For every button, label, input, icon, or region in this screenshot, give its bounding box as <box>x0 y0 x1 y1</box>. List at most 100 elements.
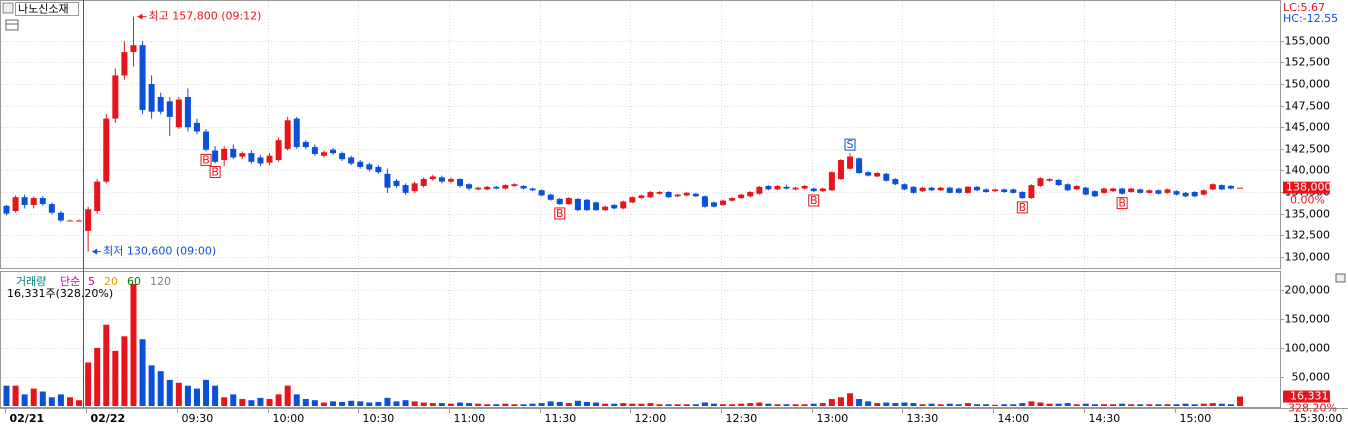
x-tick-label: 12:00 <box>635 412 667 425</box>
x-tick-label: 02/21 <box>10 412 45 425</box>
volume-bar <box>1046 403 1053 406</box>
x-tick-label: 14:30 <box>1089 412 1121 425</box>
volume-bar <box>184 385 191 406</box>
high-note: 최고 157,800 (09:12) <box>148 10 261 23</box>
volume-bar <box>402 400 409 406</box>
volume-bar <box>583 401 590 406</box>
y-tick-label: 150,000 <box>1285 313 1331 326</box>
candle-body <box>1028 185 1035 199</box>
x-tick-label: 12:30 <box>726 412 758 425</box>
candle-body <box>765 185 772 190</box>
signal-label: S <box>847 138 854 151</box>
volume-bar <box>348 400 355 406</box>
volume-bar <box>411 401 418 406</box>
volume-bar <box>293 394 300 406</box>
panel-close[interactable] <box>1335 273 1346 283</box>
low-arrowhead <box>92 248 98 255</box>
candle-body <box>928 187 935 191</box>
candle-body <box>1200 190 1207 195</box>
y-tick-label: 155,000 <box>1285 35 1331 48</box>
volume-bar <box>320 402 327 406</box>
candle-body <box>112 75 119 119</box>
candle-body <box>66 220 73 222</box>
candle-body <box>1182 192 1189 197</box>
candle-body <box>792 187 799 190</box>
candle-body <box>937 187 944 191</box>
signal-label: B <box>211 166 219 179</box>
candle-body <box>348 157 355 164</box>
candle-body <box>293 118 300 148</box>
candle-body <box>819 188 826 192</box>
volume-bar <box>257 397 264 406</box>
x-tick-label: 10:30 <box>363 412 395 425</box>
ma-period: 20 <box>104 275 118 288</box>
candle-body <box>810 188 817 192</box>
ma-period: 5 <box>88 275 95 288</box>
y-tick-label: 142,500 <box>1285 143 1331 156</box>
volume-bar <box>692 404 699 406</box>
volume-bar <box>1200 403 1207 406</box>
signal-box <box>554 207 566 220</box>
volume-bar <box>656 404 663 406</box>
candle-body <box>983 189 990 192</box>
candle-body <box>502 185 509 189</box>
volume-bar <box>729 404 736 406</box>
volume-bar <box>1091 404 1098 406</box>
volume-bar <box>593 402 600 406</box>
volume-bar <box>683 404 690 406</box>
volume-bar <box>819 403 826 406</box>
volume-bar <box>12 385 19 406</box>
price-panel <box>0 0 1281 269</box>
candle-body <box>429 176 436 180</box>
candle-body <box>620 201 627 209</box>
candle-body <box>837 160 844 180</box>
volume-bar <box>973 404 980 406</box>
volume-bar <box>502 403 509 406</box>
candle-body <box>629 197 636 203</box>
candle-body <box>1155 190 1162 194</box>
volume-bar <box>1237 396 1244 406</box>
volume-bar <box>611 403 618 406</box>
candle-body <box>275 140 282 161</box>
candle-body <box>892 179 899 185</box>
volume-bar <box>339 401 346 406</box>
candle-body <box>556 198 563 205</box>
volume-bar <box>801 404 808 406</box>
candle-body <box>674 194 681 197</box>
candle-body <box>593 202 600 211</box>
candle-body <box>1137 189 1144 193</box>
volume-bar <box>384 397 391 406</box>
candle-body <box>30 198 37 205</box>
volume-bar <box>710 403 717 406</box>
candle-body <box>1100 188 1107 193</box>
volume-bar <box>330 401 337 406</box>
candle-body <box>148 84 155 112</box>
x-tick-label: 10:00 <box>273 412 305 425</box>
volume-bar <box>94 347 101 406</box>
table-icon[interactable] <box>5 19 19 31</box>
volume-bar <box>937 404 944 406</box>
candle-body <box>565 198 572 205</box>
candle-body <box>139 45 146 110</box>
volume-bar <box>1182 403 1189 406</box>
candle-body <box>1010 189 1017 193</box>
candle-body <box>1046 179 1053 181</box>
volume-bar <box>1028 401 1035 406</box>
volume-bar <box>1037 402 1044 406</box>
candle-body <box>865 172 872 176</box>
volume-bar <box>1173 404 1180 406</box>
panel-checkbox[interactable] <box>2 2 14 14</box>
volume-bar <box>357 401 364 406</box>
x-tick-label: 13:00 <box>817 412 849 425</box>
volume-bar <box>157 371 164 406</box>
candle-body <box>901 184 908 190</box>
volume-bar <box>230 394 237 406</box>
volume-bar <box>447 403 454 406</box>
signal-box <box>1116 197 1128 210</box>
volume-bar <box>366 402 373 406</box>
volume-bar <box>175 382 182 406</box>
volume-bar <box>57 394 64 406</box>
volume-bar <box>756 402 763 406</box>
candle-body <box>647 192 654 198</box>
candle-body <box>720 200 727 205</box>
